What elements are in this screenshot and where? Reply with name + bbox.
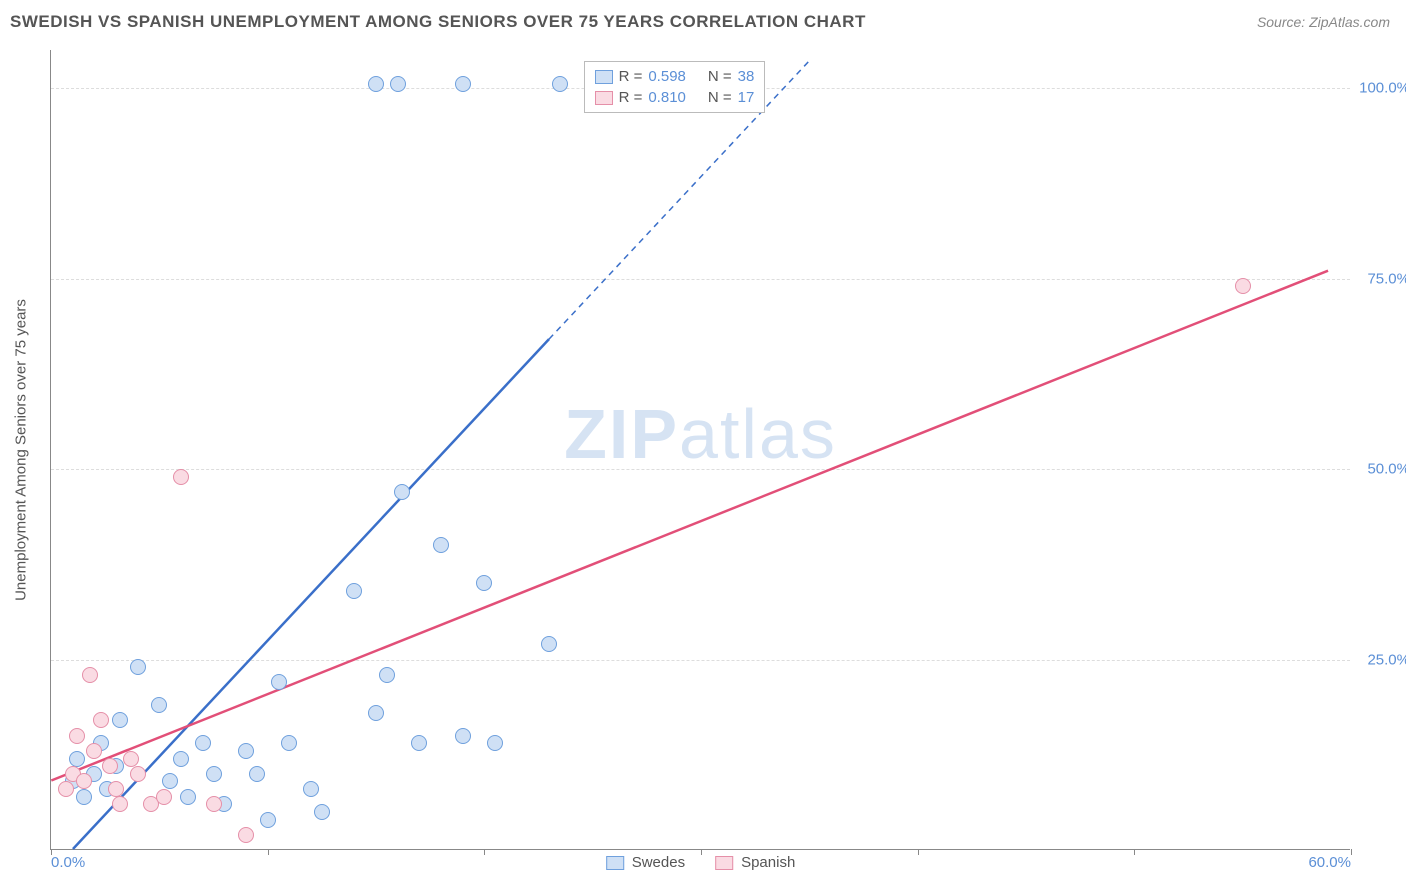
data-point [93,712,109,728]
data-point [368,76,384,92]
data-point [1235,278,1251,294]
legend-swatch [606,856,624,870]
data-point [69,751,85,767]
series-legend: Swedes Spanish [606,854,796,871]
n-value: 38 [738,68,755,85]
legend-row: R = 0.598 N = 38 [595,68,755,85]
y-axis-label: Unemployment Among Seniors over 75 years [13,299,30,601]
x-tick-label: 0.0% [51,854,85,871]
data-point [156,789,172,805]
data-point [541,636,557,652]
data-point [130,766,146,782]
data-point [82,667,98,683]
data-point [249,766,265,782]
data-point [238,743,254,759]
trend-line [51,271,1328,781]
data-point [151,697,167,713]
legend-item: Swedes [606,854,685,871]
data-point [58,781,74,797]
y-tick-label: 75.0% [1367,270,1406,287]
data-point [162,773,178,789]
data-point [455,76,471,92]
data-point [180,789,196,805]
legend-swatch [715,856,733,870]
legend-swatch [595,70,613,84]
data-point [238,827,254,843]
data-point [76,789,92,805]
x-tick-mark [484,849,485,855]
data-point [260,812,276,828]
data-point [123,751,139,767]
legend-row: R = 0.810 N = 17 [595,89,755,106]
plot-area: Unemployment Among Seniors over 75 years… [50,50,1350,850]
data-point [314,804,330,820]
y-tick-label: 100.0% [1359,80,1406,97]
data-point [112,712,128,728]
data-point [195,735,211,751]
data-point [102,758,118,774]
y-tick-label: 50.0% [1367,461,1406,478]
r-value: 0.810 [648,89,686,106]
x-tick-label: 60.0% [1308,854,1351,871]
n-label: N = [708,68,732,85]
data-point [433,537,449,553]
data-point [173,751,189,767]
data-point [379,667,395,683]
x-tick-mark [1134,849,1135,855]
n-label: N = [708,89,732,106]
data-point [476,575,492,591]
data-point [390,76,406,92]
data-point [552,76,568,92]
data-point [411,735,427,751]
chart-title: SWEDISH VS SPANISH UNEMPLOYMENT AMONG SE… [10,12,866,32]
x-tick-mark [268,849,269,855]
n-value: 17 [738,89,755,106]
data-point [130,659,146,675]
data-point [108,781,124,797]
data-point [455,728,471,744]
data-point [346,583,362,599]
legend-label: Swedes [632,854,685,871]
x-tick-mark [918,849,919,855]
source-attribution: Source: ZipAtlas.com [1257,14,1390,30]
data-point [69,728,85,744]
x-tick-mark [1351,849,1352,855]
y-tick-label: 25.0% [1367,651,1406,668]
r-label: R = [619,89,643,106]
data-point [368,705,384,721]
data-point [303,781,319,797]
trend-lines [51,50,1350,849]
data-point [394,484,410,500]
data-point [206,796,222,812]
data-point [86,743,102,759]
data-point [76,773,92,789]
x-tick-mark [701,849,702,855]
legend-swatch [595,91,613,105]
data-point [271,674,287,690]
legend-item: Spanish [715,854,795,871]
data-point [206,766,222,782]
correlation-legend: R = 0.598 N = 38 R = 0.810 N = 17 [584,61,766,113]
data-point [112,796,128,812]
r-label: R = [619,68,643,85]
data-point [173,469,189,485]
data-point [487,735,503,751]
data-point [281,735,297,751]
r-value: 0.598 [648,68,686,85]
legend-label: Spanish [741,854,795,871]
